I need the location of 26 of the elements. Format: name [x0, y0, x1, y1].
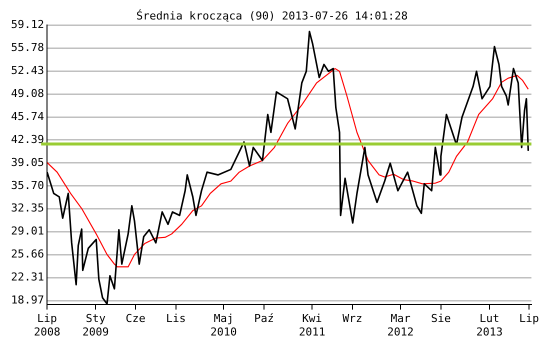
y-tick-label: 59.12 — [10, 18, 44, 32]
y-tick-label: 39.05 — [10, 156, 44, 169]
x-tick-label: Lip — [519, 312, 539, 326]
y-tick-label: 29.01 — [10, 224, 44, 238]
y-tick-label: 18.97 — [10, 294, 44, 307]
y-tick-label: 22.31 — [10, 270, 44, 284]
x-tick-label: Kwi 2011 — [298, 312, 326, 338]
y-tick-label: 42.39 — [10, 132, 44, 146]
x-tick-label: Wrz — [342, 312, 362, 326]
chart-title: Średnia krocząca (90) 2013-07-26 14:01:28 — [136, 8, 408, 22]
x-tick-label: Lut 2013 — [476, 312, 503, 338]
y-tick-label: 49.08 — [10, 86, 44, 100]
x-tick-label: Sty 2009 — [82, 312, 109, 338]
x-tick-label: Paź — [254, 312, 274, 326]
x-tick-label: Cze — [126, 312, 146, 326]
y-tick-label: 55.78 — [10, 40, 44, 54]
x-tick-label: Lip 2008 — [34, 312, 60, 338]
x-tick-label: Lis — [166, 312, 186, 326]
x-tick-label: Sie — [430, 312, 451, 326]
x-tick-label: Maj 2010 — [210, 312, 237, 338]
x-tick-label: Mar 2012 — [387, 312, 414, 338]
y-tick-label: 52.43 — [10, 64, 44, 77]
y-tick-label: 25.66 — [10, 248, 44, 261]
y-tick-label: 35.70 — [10, 178, 44, 192]
y-tick-label: 32.35 — [10, 202, 44, 215]
y-tick-label: 45.74 — [10, 110, 44, 123]
